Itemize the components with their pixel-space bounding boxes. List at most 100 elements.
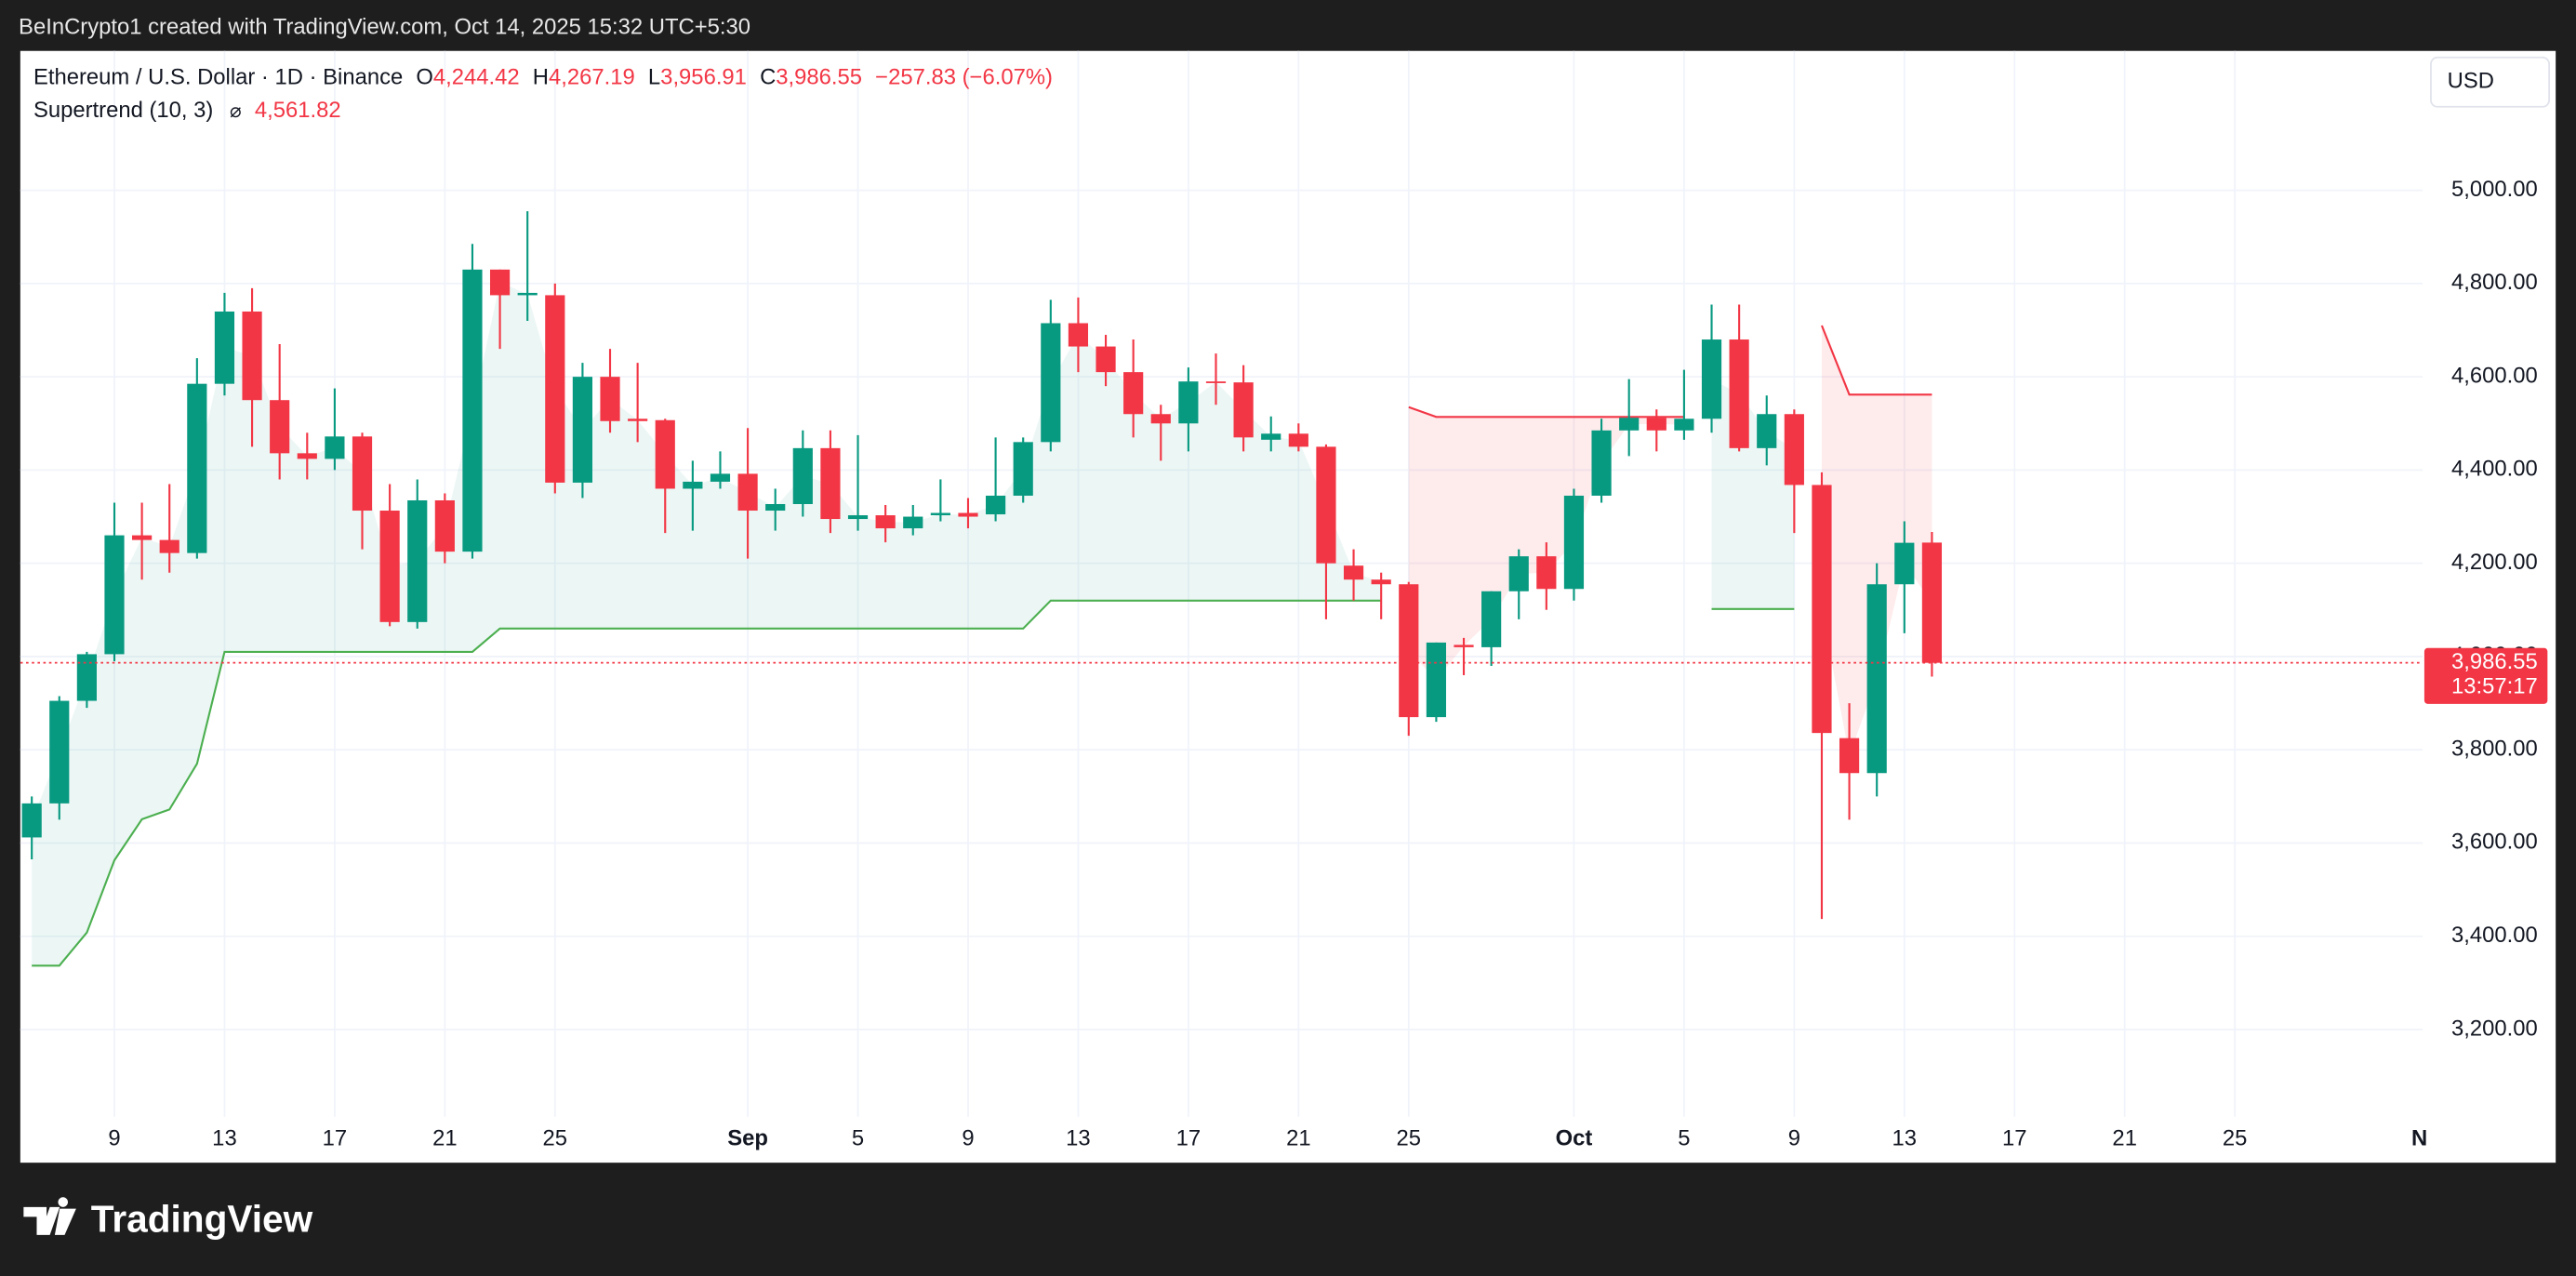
candle-body <box>737 473 758 512</box>
x-tick-label: 13 <box>1066 1126 1091 1151</box>
candle-body <box>1205 381 1227 383</box>
symbol: Ethereum / U.S. Dollar · 1D · Binance <box>33 65 403 90</box>
supertrend-line <box>1408 325 1932 419</box>
y-tick-label: 4,400.00 <box>2451 457 2538 482</box>
supertrend-line <box>32 599 1795 967</box>
x-tick-label: Sep <box>727 1126 768 1151</box>
candle-body <box>655 419 675 489</box>
candle-body <box>1426 642 1446 718</box>
candle-body <box>628 419 648 421</box>
indicator-legend[interactable]: Supertrend (10, 3) ⌀ 4,561.82 <box>33 98 341 123</box>
candle-body <box>1123 372 1144 415</box>
candle-body <box>1150 414 1171 424</box>
candle-body <box>1591 430 1612 496</box>
candle-body <box>1729 339 1749 448</box>
x-tick-label: 13 <box>1892 1126 1918 1151</box>
candle-body <box>1068 323 1089 347</box>
supertrend-fill <box>1821 326 1932 756</box>
legend-value: 3,956.91 <box>660 65 747 90</box>
candle-body <box>986 495 1006 515</box>
y-tick-label: 4,200.00 <box>2451 550 2538 575</box>
x-tick-label: 25 <box>543 1126 568 1151</box>
indicator-value: 4,561.82 <box>255 98 341 123</box>
candle-body <box>1701 339 1722 419</box>
candle-body <box>159 539 179 553</box>
candle-body <box>958 512 978 517</box>
candle-body <box>270 400 290 454</box>
legend-key: C <box>760 65 776 90</box>
candle-body <box>765 504 786 512</box>
candle-body <box>49 700 70 804</box>
y-tick-label: 5,000.00 <box>2451 177 2538 202</box>
candle-body <box>104 535 125 655</box>
candle-body <box>1757 414 1777 448</box>
candle-body <box>76 654 97 701</box>
candle-body <box>572 377 593 483</box>
y-tick-label: 3,200.00 <box>2451 1016 2538 1041</box>
supertrend-fill <box>32 282 1382 966</box>
candle-body <box>545 295 565 483</box>
currency-button[interactable] <box>2430 56 2550 108</box>
candle-body <box>1866 584 1887 774</box>
chart-panel <box>20 50 2556 1163</box>
x-tick-label: 21 <box>432 1126 458 1151</box>
top-bar-text: BeInCrypto1 created with TradingView.com… <box>19 14 750 39</box>
candle-body <box>407 499 428 622</box>
candle-body <box>462 269 483 552</box>
candle-body <box>1619 418 1640 431</box>
candle-body <box>187 383 207 553</box>
candle-body <box>903 516 923 529</box>
candle-body <box>1563 495 1585 590</box>
candle-body <box>1454 645 1474 647</box>
candle-body <box>1674 419 1694 431</box>
y-tick-label: 4,600.00 <box>2451 363 2538 388</box>
candle-body <box>1784 414 1804 485</box>
x-tick-label: 17 <box>1176 1126 1202 1151</box>
candle-body <box>1839 738 1860 774</box>
candles <box>21 211 1943 920</box>
x-tick-label: N <box>2411 1126 2427 1151</box>
legend-value: 4,267.19 <box>549 65 635 90</box>
candle-body <box>1288 433 1308 447</box>
brand-name: TradingView <box>91 1197 313 1240</box>
candle-body <box>1508 556 1529 591</box>
candle-body <box>1013 442 1033 496</box>
candle-body <box>325 436 345 459</box>
candle-body <box>297 453 317 459</box>
last-price-label: 3,986.55 <box>2451 649 2538 674</box>
candle-body <box>930 512 950 516</box>
y-tick-label: 3,800.00 <box>2451 736 2538 761</box>
x-tick-label: 9 <box>1788 1126 1800 1151</box>
currency-label: USD <box>2448 69 2494 94</box>
y-tick-label: 3,600.00 <box>2451 830 2538 855</box>
candle-body <box>792 447 813 505</box>
x-tick-label: 5 <box>1678 1126 1690 1151</box>
legend-key: L <box>648 65 660 90</box>
candle-body <box>1646 418 1666 431</box>
legend-value: 4,244.42 <box>433 65 520 90</box>
candle-body <box>1921 542 1943 663</box>
candle-body <box>489 269 511 296</box>
candle-body <box>820 447 841 520</box>
candle-body <box>1261 433 1281 440</box>
candle-body <box>1178 381 1199 424</box>
countdown: 13:57:17 <box>2451 673 2538 698</box>
candle-body <box>710 473 731 482</box>
candle-body <box>379 511 400 622</box>
y-tick-label: 4,800.00 <box>2451 270 2538 295</box>
x-tick-label: 5 <box>852 1126 864 1151</box>
axes: 9 13 17 21 25 Sep 5 9 13 17 21 25 Oct 5 9 13 17 21 25 N 3,20… <box>20 177 2548 1151</box>
candle-body <box>875 515 896 529</box>
candle-body <box>434 499 455 552</box>
candle-body <box>1399 584 1419 718</box>
last-price-tag <box>2423 647 2548 704</box>
candle-body <box>1343 565 1364 580</box>
legend-key: O <box>416 65 433 90</box>
legend-value: 3,986.55 <box>776 65 862 90</box>
brand-logo: TradingView <box>23 1197 313 1240</box>
x-tick-label: Oct <box>1556 1126 1593 1151</box>
candle-body <box>1316 446 1336 564</box>
candle-body <box>1095 346 1116 373</box>
candle-body <box>1536 556 1557 590</box>
